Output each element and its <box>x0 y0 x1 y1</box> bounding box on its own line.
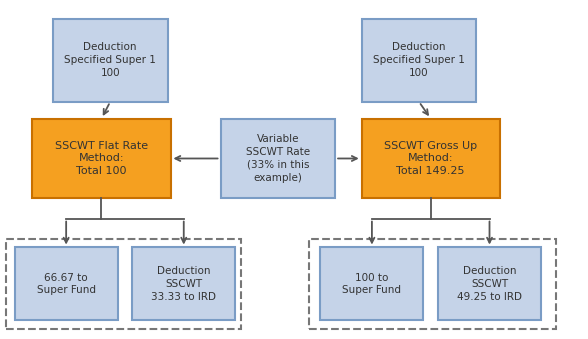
Text: SSCWT Gross Up
Method:
Total 149.25: SSCWT Gross Up Method: Total 149.25 <box>384 141 477 176</box>
Bar <box>6 239 241 329</box>
Text: SSCWT Flat Rate
Method:
Total 100: SSCWT Flat Rate Method: Total 100 <box>55 141 148 176</box>
Text: 66.67 to
Super Fund: 66.67 to Super Fund <box>36 273 96 295</box>
FancyBboxPatch shape <box>362 119 500 198</box>
FancyBboxPatch shape <box>220 119 335 198</box>
FancyBboxPatch shape <box>132 247 235 320</box>
Text: Variable
SSCWT Rate
(33% in this
example): Variable SSCWT Rate (33% in this example… <box>246 134 310 183</box>
FancyBboxPatch shape <box>53 19 168 102</box>
Bar <box>309 239 556 329</box>
FancyBboxPatch shape <box>15 247 118 320</box>
FancyBboxPatch shape <box>438 247 541 320</box>
FancyBboxPatch shape <box>362 19 476 102</box>
Text: Deduction
SSCWT
49.25 to IRD: Deduction SSCWT 49.25 to IRD <box>457 266 522 302</box>
Text: Deduction
Specified Super 1
100: Deduction Specified Super 1 100 <box>64 42 156 78</box>
Text: Deduction
SSCWT
33.33 to IRD: Deduction SSCWT 33.33 to IRD <box>151 266 216 302</box>
Text: Deduction
Specified Super 1
100: Deduction Specified Super 1 100 <box>373 42 465 78</box>
Text: 100 to
Super Fund: 100 to Super Fund <box>342 273 402 295</box>
FancyBboxPatch shape <box>32 119 171 198</box>
FancyBboxPatch shape <box>320 247 423 320</box>
